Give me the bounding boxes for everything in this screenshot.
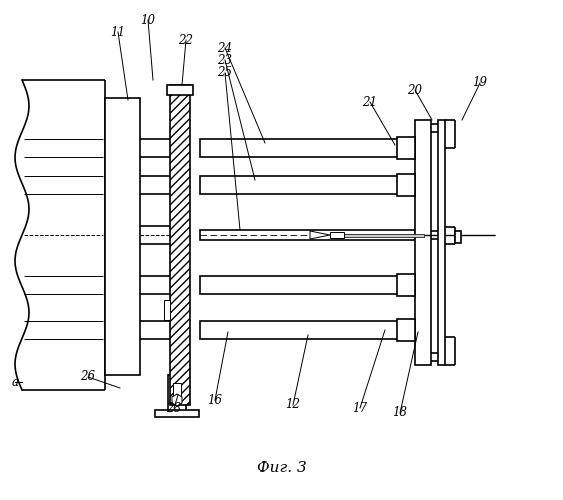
Bar [415, 120, 431, 365]
Bar [170, 85, 190, 405]
Bar [330, 232, 344, 238]
Polygon shape [310, 231, 330, 239]
Text: 18: 18 [392, 406, 408, 420]
Bar [397, 319, 415, 341]
Text: 25: 25 [217, 66, 233, 80]
Text: 10: 10 [141, 14, 155, 26]
Text: 11: 11 [110, 26, 126, 38]
Text: 24: 24 [217, 42, 233, 54]
Bar [455, 231, 461, 243]
Text: 20: 20 [408, 84, 422, 96]
Text: 21: 21 [363, 96, 378, 108]
Bar [200, 139, 415, 157]
Bar [200, 276, 415, 294]
Bar [397, 174, 415, 196]
Text: 28: 28 [167, 402, 181, 414]
Text: 17: 17 [352, 402, 368, 414]
Bar [167, 85, 193, 95]
Polygon shape [172, 394, 182, 406]
Text: Фиг. 3: Фиг. 3 [257, 461, 306, 475]
Text: 12: 12 [285, 398, 301, 411]
Bar [200, 230, 415, 240]
Bar [397, 137, 415, 159]
Bar [105, 98, 140, 375]
Text: 16: 16 [208, 394, 222, 406]
Bar [344, 234, 424, 236]
Text: 26: 26 [81, 370, 96, 384]
Text: 22: 22 [178, 34, 194, 46]
Text: 19: 19 [472, 76, 488, 90]
Text: a: a [11, 376, 19, 388]
Bar [200, 321, 415, 339]
Bar [173, 383, 181, 401]
Bar [200, 176, 415, 194]
Bar [438, 120, 445, 365]
Bar [164, 300, 170, 320]
Bar [168, 375, 186, 413]
Text: 23: 23 [217, 54, 233, 66]
Bar [397, 274, 415, 296]
Bar [155, 410, 199, 417]
